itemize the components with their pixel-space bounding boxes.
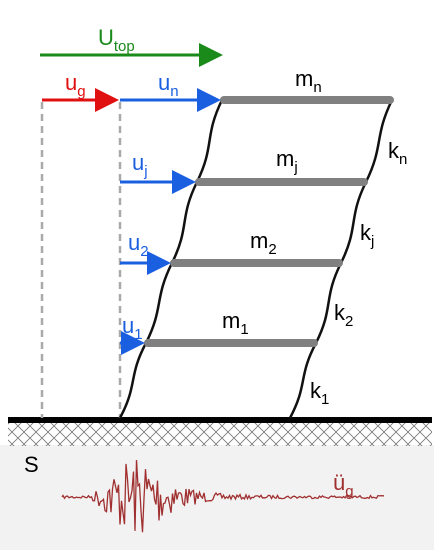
label-sub: 2 xyxy=(268,241,276,258)
label-sub: g xyxy=(345,483,353,500)
label-base: m xyxy=(276,146,294,171)
label-base: ü xyxy=(333,470,345,495)
label-base: U xyxy=(98,25,114,50)
label: m1 xyxy=(222,308,249,338)
label: kn xyxy=(388,138,407,168)
label-sub: 1 xyxy=(321,391,329,408)
label-sub: top xyxy=(114,38,135,55)
label: u1 xyxy=(122,313,143,343)
label: Utop xyxy=(98,25,135,55)
ground-motion xyxy=(61,460,384,533)
label: m2 xyxy=(250,228,277,258)
label-base: u xyxy=(132,150,144,175)
label: kj xyxy=(360,220,374,250)
label-base: m xyxy=(250,228,268,253)
label: u2 xyxy=(128,230,149,260)
label-base: m xyxy=(295,66,313,91)
label-base: k xyxy=(334,300,346,325)
label-sub: j xyxy=(143,163,147,180)
label-base: u xyxy=(122,313,134,338)
label-base: u xyxy=(158,70,170,95)
label: üg xyxy=(333,470,354,500)
label-sub: j xyxy=(370,233,374,250)
label-base: m xyxy=(222,308,240,333)
label: un xyxy=(158,70,179,100)
label-sub: 1 xyxy=(134,326,142,343)
label-base: k xyxy=(360,220,372,245)
label-sub: n xyxy=(399,151,407,168)
label-base: k xyxy=(388,138,400,163)
label: ug xyxy=(65,70,86,100)
ground-hatch xyxy=(8,420,432,446)
label-sub: 2 xyxy=(140,243,148,260)
label-base: u xyxy=(65,70,77,95)
label-sub: g xyxy=(77,83,85,100)
label: uj xyxy=(132,150,148,180)
label-sub: j xyxy=(293,159,297,176)
soil-label: S xyxy=(24,452,39,477)
label: k1 xyxy=(310,378,329,408)
label: mj xyxy=(276,146,298,176)
label-base: k xyxy=(310,378,322,403)
label: mn xyxy=(295,66,322,96)
label: k2 xyxy=(334,300,353,330)
label-sub: 1 xyxy=(240,321,248,338)
label-sub: n xyxy=(170,83,178,100)
label-sub: n xyxy=(313,79,321,96)
label-sub: 2 xyxy=(345,313,353,330)
label-base: u xyxy=(128,230,140,255)
